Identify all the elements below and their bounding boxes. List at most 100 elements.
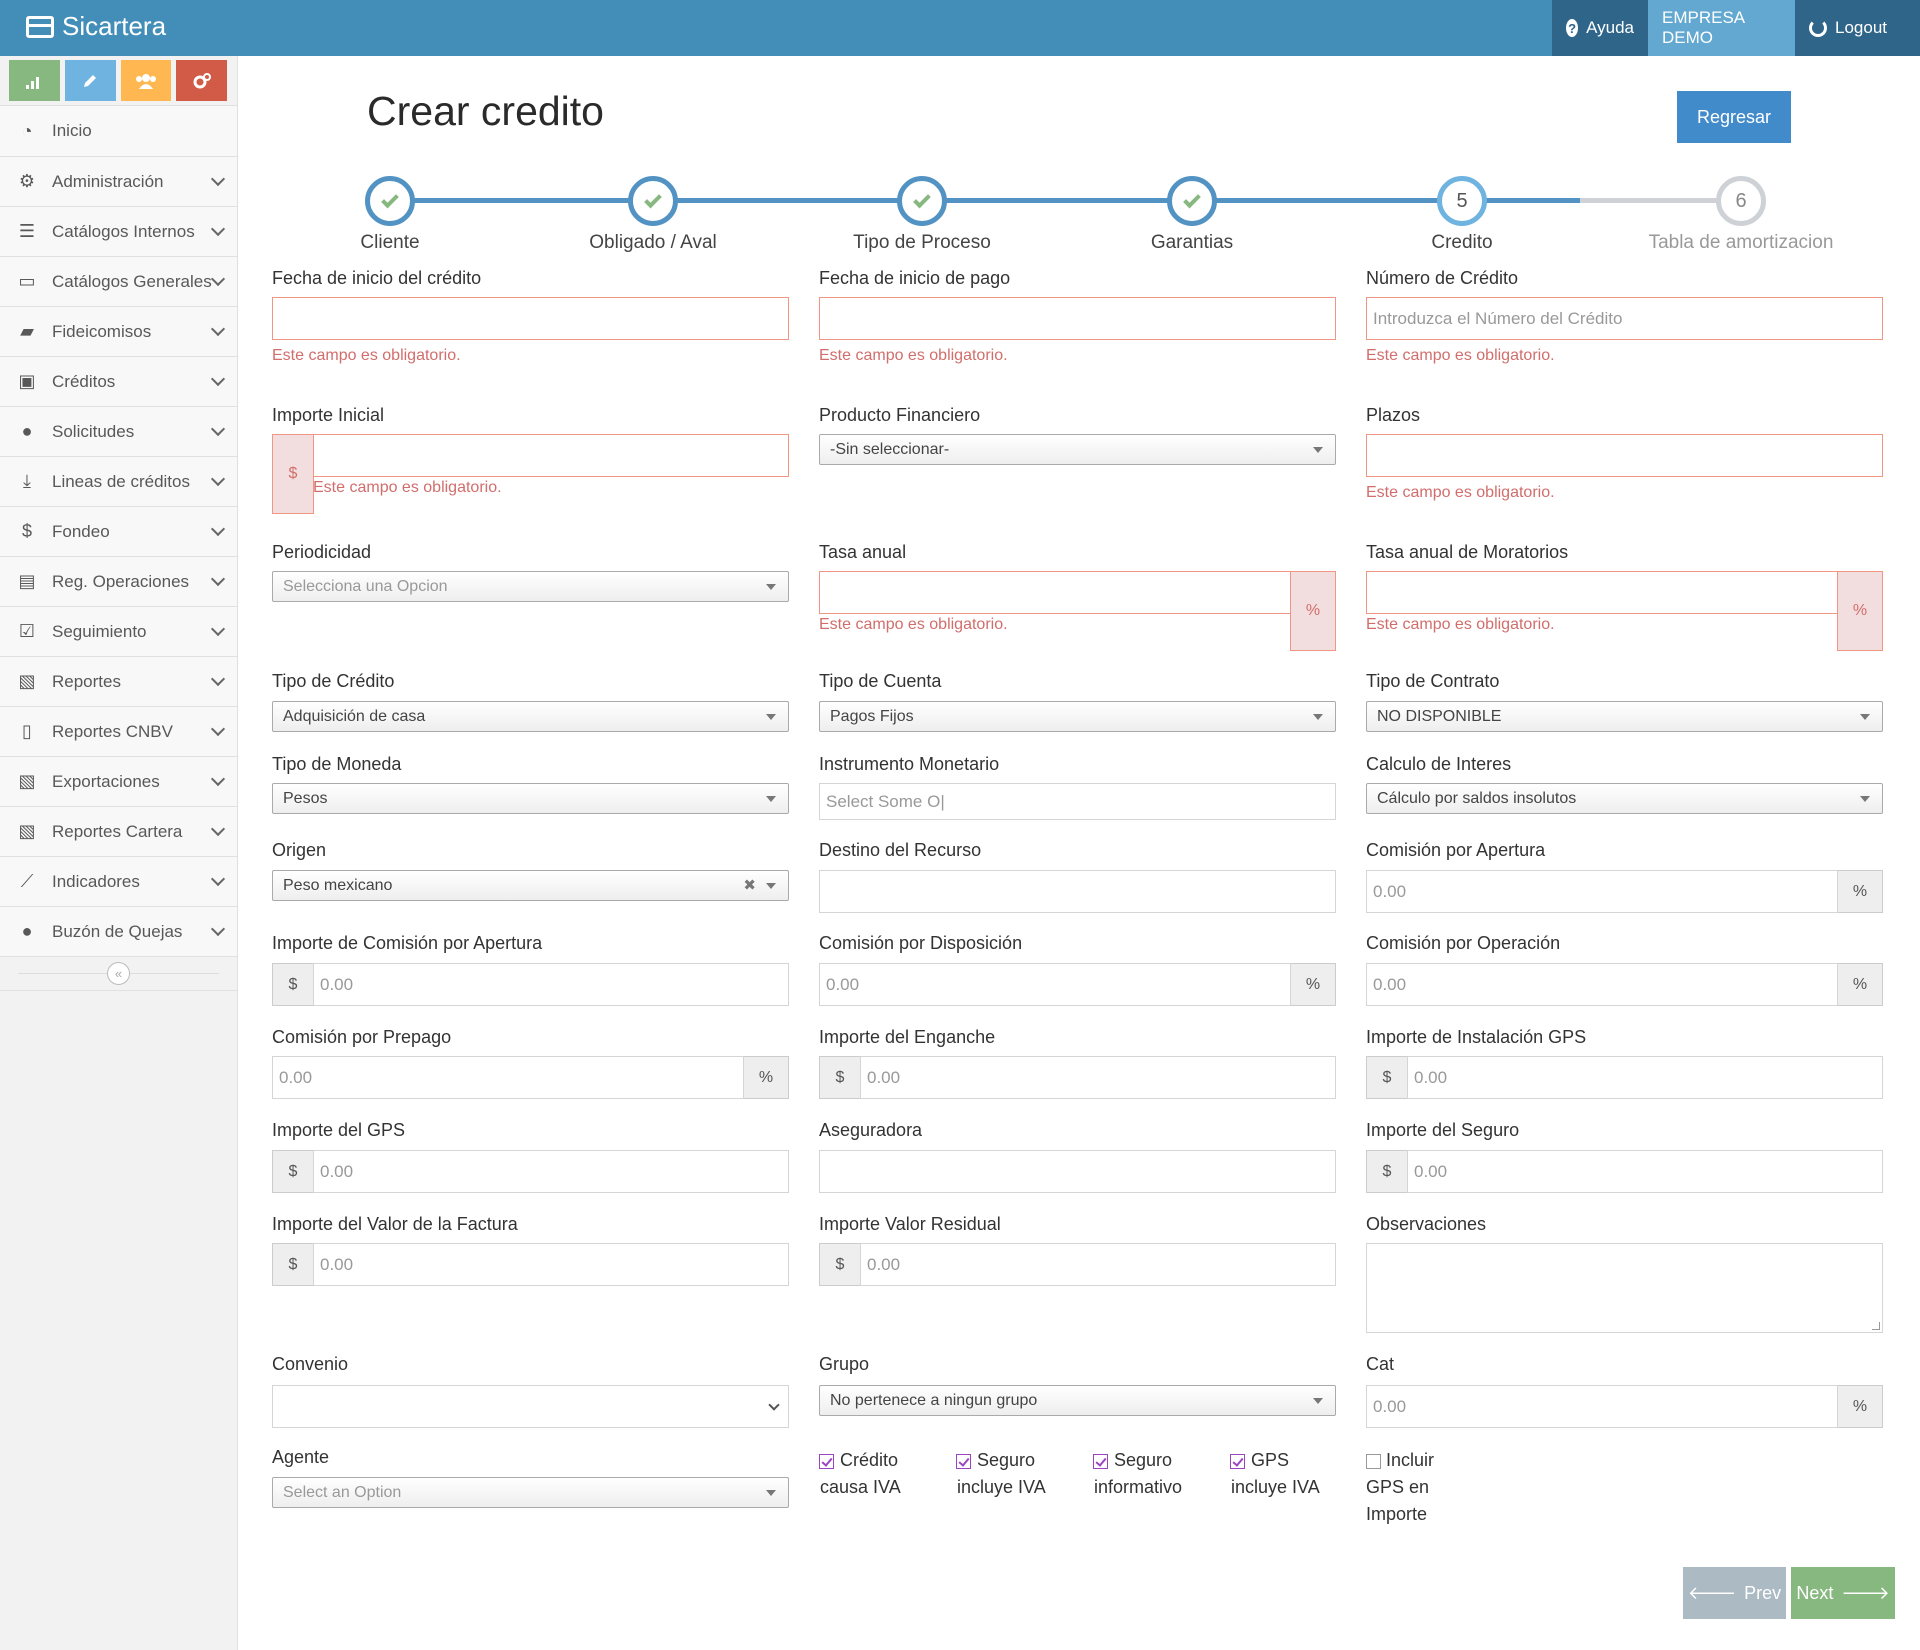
clear-icon[interactable]: ✖ bbox=[743, 877, 756, 894]
brand-logo[interactable]: Sicartera bbox=[26, 11, 166, 42]
wizard-step-2-circle[interactable] bbox=[628, 176, 678, 226]
wizard-step-4-circle[interactable] bbox=[1167, 176, 1217, 226]
shortcut-pencil-button[interactable] bbox=[64, 60, 116, 101]
fecha_inicio-input[interactable] bbox=[272, 297, 789, 340]
chevron-down-icon bbox=[210, 421, 226, 437]
company-button[interactable]: EMPRESA DEMO bbox=[1648, 0, 1795, 56]
tasa_anual-error: Este campo es obligatorio. bbox=[819, 616, 1008, 633]
sidebar-item-catálogos-generales[interactable]: ▭ Catálogos Generales bbox=[0, 257, 237, 307]
tipo_credito-select[interactable]: Adquisición de casa bbox=[272, 701, 789, 732]
comision_operacion-input[interactable]: 0.00 bbox=[1366, 963, 1838, 1006]
periodicidad-select[interactable]: Selecciona una Opcion bbox=[272, 571, 789, 602]
logout-button[interactable]: Logout bbox=[1795, 0, 1920, 56]
importe_seguro-value: 0.00 bbox=[1414, 1161, 1448, 1181]
sidebar-item-fideicomisos[interactable]: ▰ Fideicomisos bbox=[0, 307, 237, 357]
importe_comision_apertura-value: 0.00 bbox=[320, 974, 354, 994]
resize-handle-icon[interactable] bbox=[1872, 1322, 1880, 1330]
wizard-progress-line bbox=[391, 198, 1580, 203]
sidebar-item-solicitudes[interactable]: ● Solicitudes bbox=[0, 407, 237, 457]
comision_apertura-input[interactable]: 0.00 bbox=[1366, 870, 1838, 913]
tipo_moneda-select[interactable]: Pesos bbox=[272, 783, 789, 814]
chevron-down-icon bbox=[210, 471, 226, 487]
next-label: Next bbox=[1796, 1582, 1834, 1603]
importe_inicial-addon: $ bbox=[272, 434, 314, 514]
checkbox-incluir-gps[interactable] bbox=[1366, 1454, 1381, 1469]
shortcut-signal-button[interactable] bbox=[9, 60, 60, 101]
valor_factura-value: 0.00 bbox=[320, 1254, 354, 1274]
destino-input[interactable] bbox=[819, 870, 1336, 913]
next-button[interactable]: Next 🡒 bbox=[1791, 1567, 1895, 1619]
chevron-down-icon bbox=[210, 721, 226, 737]
sidebar-item-catálogos-internos[interactable]: ☰ Catálogos Internos bbox=[0, 207, 237, 257]
convenio-select[interactable] bbox=[272, 1385, 789, 1428]
observaciones-textarea[interactable] bbox=[1366, 1243, 1883, 1333]
importe_gps_instalacion-input[interactable]: 0.00 bbox=[1407, 1056, 1883, 1099]
comision_disposicion-label: Comisión por Disposición bbox=[819, 933, 1023, 953]
checkbox-4[interactable] bbox=[1230, 1454, 1245, 1469]
sidebar-item-inicio[interactable]: ◔ Inicio bbox=[0, 106, 237, 157]
agente-select[interactable]: Select an Option bbox=[272, 1477, 789, 1508]
plazos-input[interactable] bbox=[1366, 434, 1883, 477]
sidebar-item-reg-operaciones[interactable]: ▤ Reg. Operaciones bbox=[0, 557, 237, 607]
checkbox-label-line2: incluye IVA bbox=[957, 1477, 1046, 1497]
back-button[interactable]: Regresar bbox=[1677, 91, 1791, 143]
sidebar-item-reportes-cnbv[interactable]: ▯ Reportes CNBV bbox=[0, 707, 237, 757]
chevron-down-icon bbox=[210, 371, 226, 387]
sidebar-item-reportes[interactable]: ▧ Reportes bbox=[0, 657, 237, 707]
calculo-select[interactable]: Cálculo por saldos insolutos bbox=[1366, 783, 1883, 814]
sidebar-item-seguimiento[interactable]: ☑ Seguimiento bbox=[0, 607, 237, 657]
importe_seguro-input[interactable]: 0.00 bbox=[1407, 1150, 1883, 1193]
shortcut-users-button[interactable] bbox=[120, 60, 172, 101]
importe_comision_apertura-label: Importe de Comisión por Apertura bbox=[272, 933, 543, 953]
tasa_anual-input[interactable] bbox=[819, 571, 1291, 614]
sidebar-item-administración[interactable]: ⚙ Administración bbox=[0, 157, 237, 207]
wizard-step-6-circle[interactable]: 6 bbox=[1716, 176, 1766, 226]
origen-select[interactable]: Peso mexicano ✖ bbox=[272, 870, 789, 901]
grupo-select[interactable]: No pertenece a ningun grupo bbox=[819, 1385, 1336, 1416]
sidebar-item-label: Reportes bbox=[52, 671, 121, 691]
sidebar-item-label: Inicio bbox=[52, 121, 92, 140]
cogs-icon bbox=[193, 72, 211, 88]
double-chevron-left-icon[interactable]: « bbox=[107, 962, 130, 985]
importe_comision_apertura-input[interactable]: 0.00 bbox=[313, 963, 789, 1006]
cat-value: 0.00 bbox=[1373, 1396, 1407, 1416]
arrow-right-icon: 🡒 bbox=[1841, 1582, 1890, 1603]
step-number: 6 bbox=[1735, 189, 1747, 212]
shortcut-cogs-button[interactable] bbox=[176, 60, 227, 101]
sidebar-item-indicadores[interactable]: ⟋ Indicadores bbox=[0, 857, 237, 907]
prev-button[interactable]: 🡐 Prev bbox=[1683, 1567, 1786, 1619]
fecha_pago-input[interactable] bbox=[819, 297, 1336, 340]
importe_inicial-input[interactable] bbox=[313, 434, 789, 477]
importe_gps-input[interactable]: 0.00 bbox=[313, 1150, 789, 1193]
numero-input[interactable]: Introduzca el Número del Crédito bbox=[1366, 297, 1883, 340]
sidebar-item-exportaciones[interactable]: ▧ Exportaciones bbox=[0, 757, 237, 807]
sidebar-item-fondeo[interactable]: $ Fondeo bbox=[0, 507, 237, 557]
tipo_cuenta-select[interactable]: Pagos Fijos bbox=[819, 701, 1336, 732]
sidebar-item-lineas-de-créditos[interactable]: ⤓ Lineas de créditos bbox=[0, 457, 237, 507]
comision_operacion-addon: % bbox=[1837, 963, 1883, 1006]
caret-down-icon bbox=[766, 584, 776, 590]
wizard-step-5-circle[interactable]: 5 bbox=[1437, 176, 1487, 226]
checkbox-1[interactable] bbox=[819, 1454, 834, 1469]
tasa_moratorios-input[interactable] bbox=[1366, 571, 1838, 614]
valor_factura-input[interactable]: 0.00 bbox=[313, 1243, 789, 1286]
wizard-step-1-circle[interactable] bbox=[365, 176, 415, 226]
aseguradora-input[interactable] bbox=[819, 1150, 1336, 1193]
importe_enganche-input[interactable]: 0.00 bbox=[860, 1056, 1336, 1099]
importe_inicial-label: Importe Inicial bbox=[272, 405, 385, 425]
comision_disposicion-input[interactable]: 0.00 bbox=[819, 963, 1291, 1006]
caret-down-icon bbox=[1313, 447, 1323, 453]
tipo_contrato-select[interactable]: NO DISPONIBLE bbox=[1366, 701, 1883, 732]
comision_prepago-input[interactable]: 0.00 bbox=[272, 1056, 744, 1099]
sidebar-item-buzón-de-quejas[interactable]: ● Buzón de Quejas bbox=[0, 907, 237, 957]
cat-input[interactable]: 0.00 bbox=[1366, 1385, 1838, 1428]
sidebar-item-reportes-cartera[interactable]: ▧ Reportes Cartera bbox=[0, 807, 237, 857]
producto-select[interactable]: -Sin seleccionar- bbox=[819, 434, 1336, 465]
wizard-step-3-circle[interactable] bbox=[897, 176, 947, 226]
instrumento-input[interactable]: Select Some O| bbox=[819, 783, 1336, 820]
checkbox-3[interactable] bbox=[1093, 1454, 1108, 1469]
valor_residual-input[interactable]: 0.00 bbox=[860, 1243, 1336, 1286]
sidebar-item-créditos[interactable]: ▣ Créditos bbox=[0, 357, 237, 407]
help-button[interactable]: ? Ayuda bbox=[1552, 0, 1648, 56]
checkbox-2[interactable] bbox=[956, 1454, 971, 1469]
